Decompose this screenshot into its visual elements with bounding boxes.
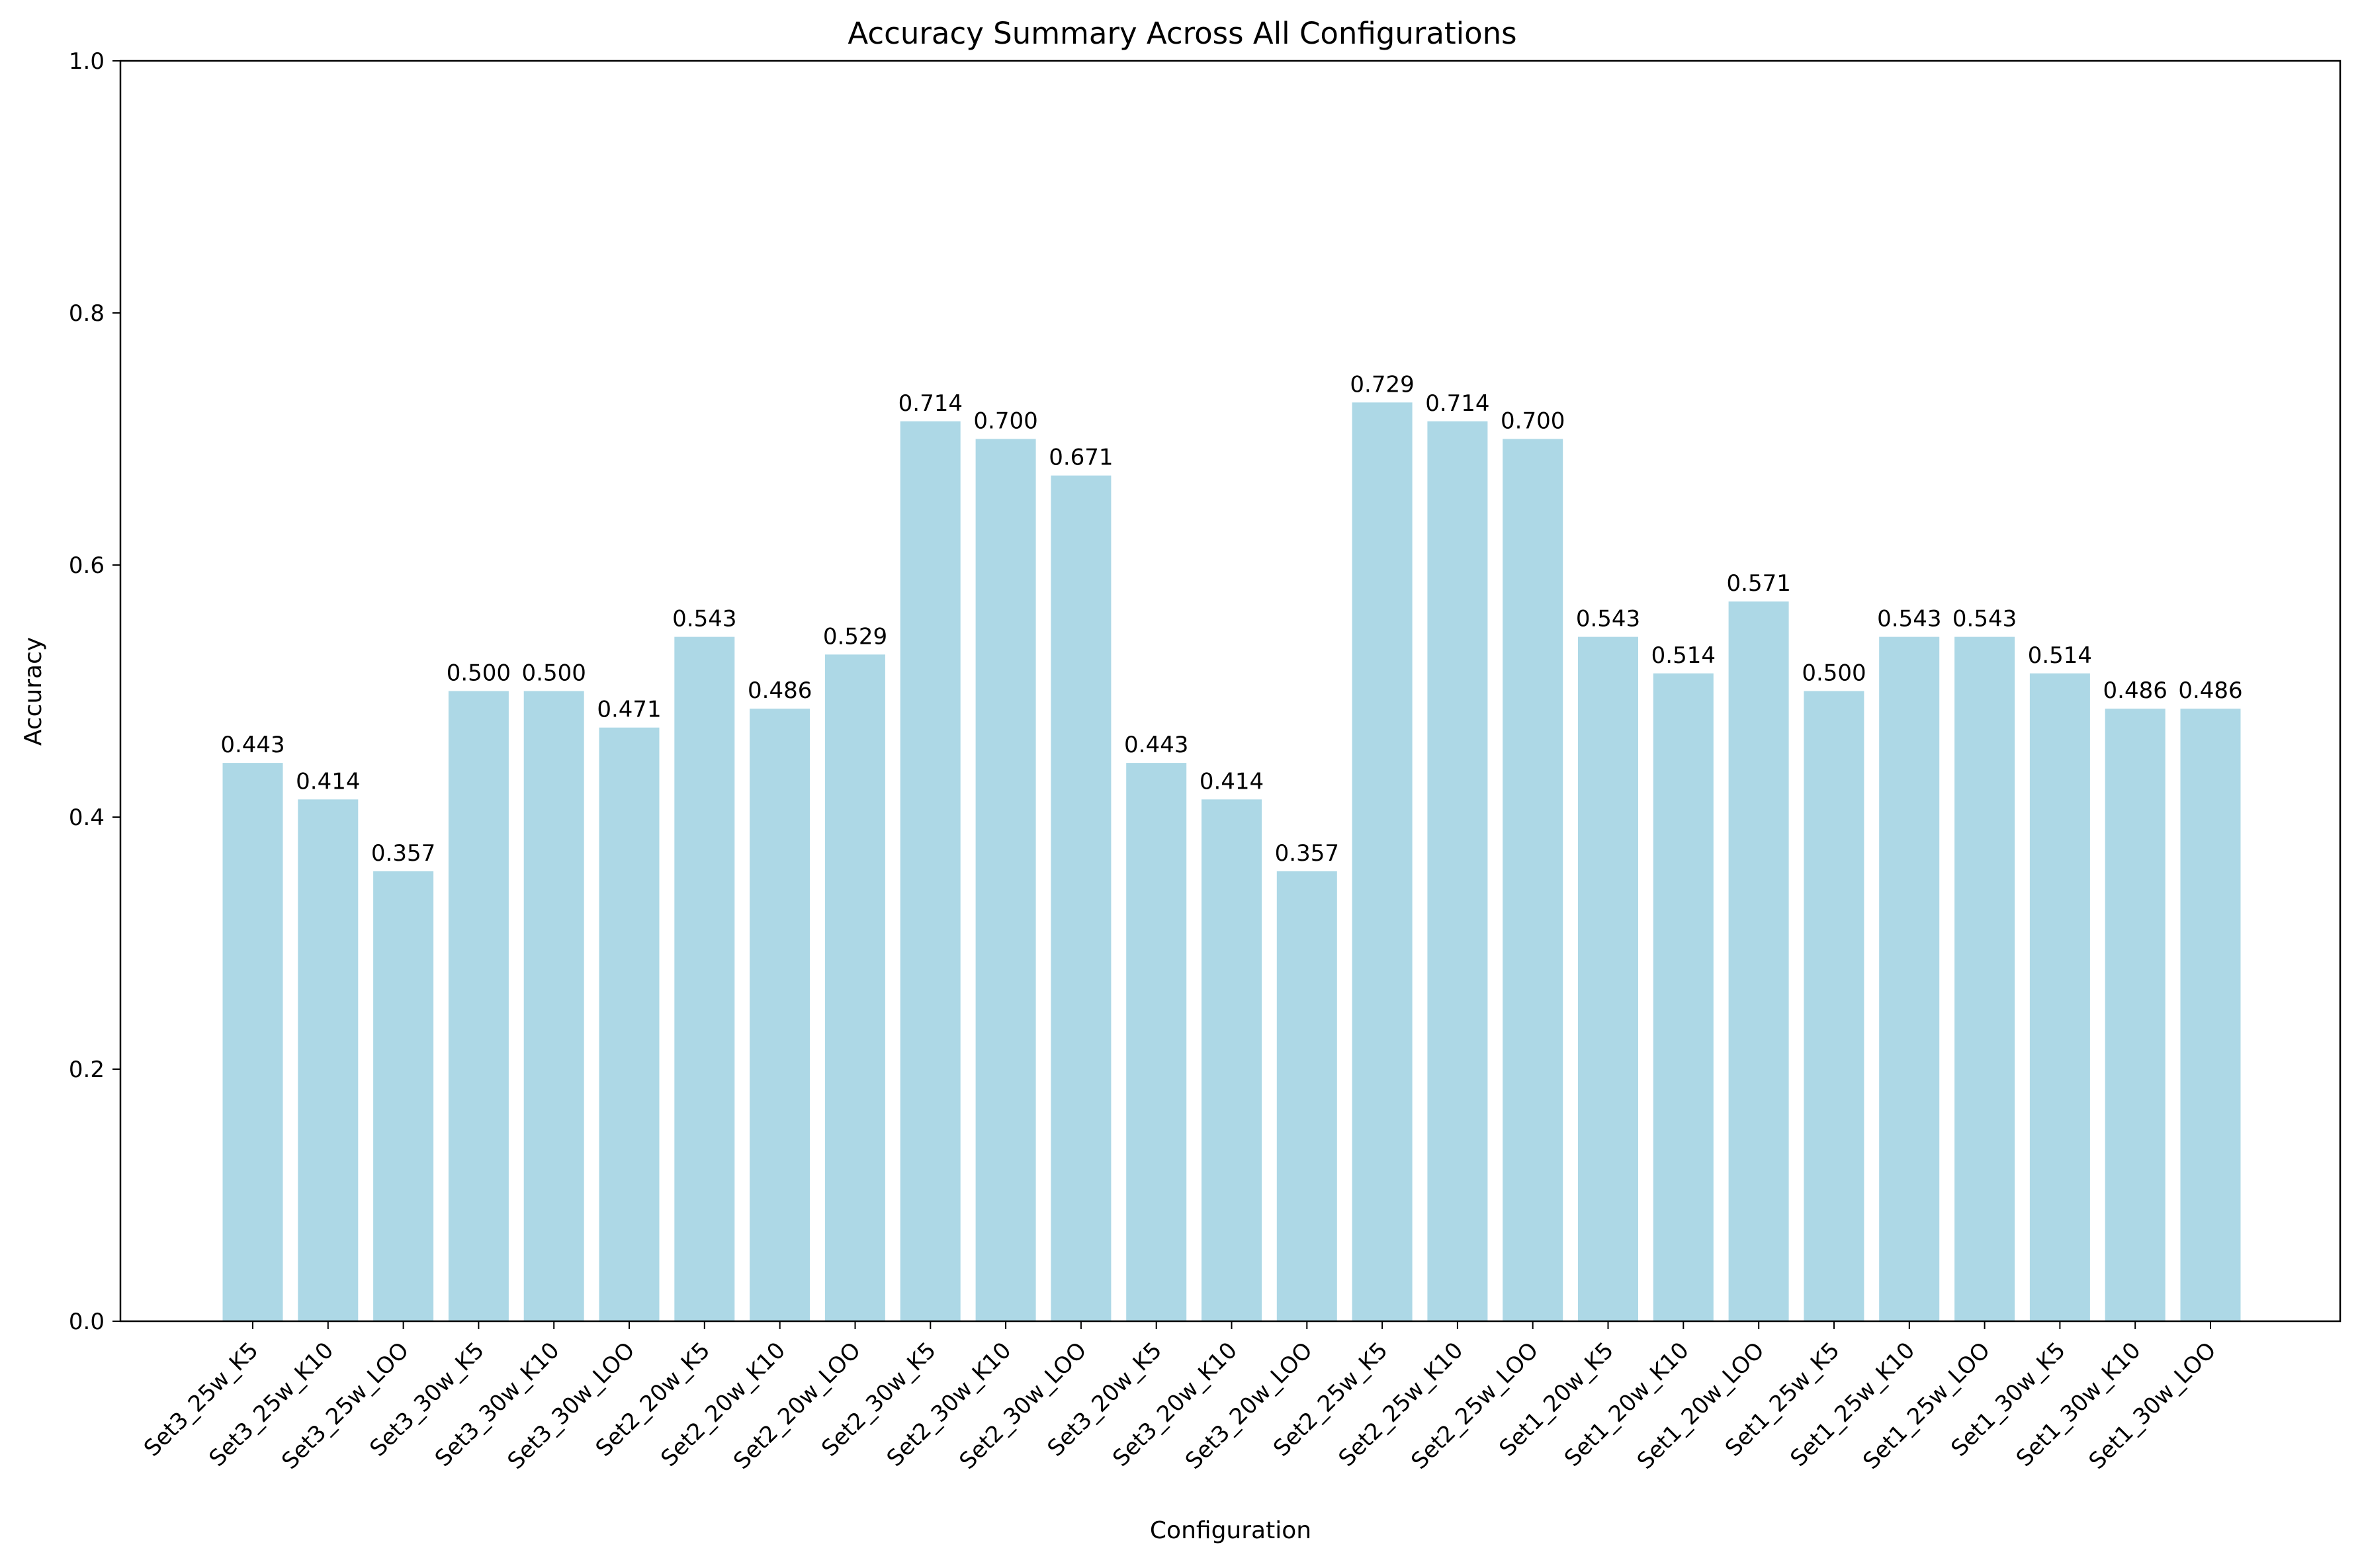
chart-title: Accuracy Summary Across All Configuratio… [848, 16, 1516, 51]
bar-value-label: 0.729 [1350, 371, 1414, 398]
bar-value-label: 0.357 [371, 840, 435, 867]
y-tick-label: 0.6 [69, 552, 105, 579]
y-tick-label: 0.0 [69, 1309, 105, 1335]
bar [1578, 636, 1638, 1321]
bar [1427, 421, 1488, 1321]
bar-value-label: 0.543 [1576, 606, 1640, 632]
bar [1954, 636, 2015, 1321]
bar [1653, 673, 1714, 1321]
bar [298, 799, 359, 1321]
bar-value-label: 0.543 [672, 606, 736, 632]
bar-value-label: 0.700 [1501, 408, 1565, 435]
bar-value-label: 0.486 [748, 677, 812, 704]
y-tick-label: 0.8 [69, 300, 105, 327]
bar [750, 709, 810, 1321]
bar [2029, 673, 2090, 1321]
bar-value-label: 0.357 [1275, 840, 1339, 867]
y-tick-label: 1.0 [69, 48, 105, 75]
bar [448, 691, 509, 1321]
bar [1503, 439, 1563, 1321]
bar [373, 871, 434, 1321]
bar [824, 654, 885, 1321]
bar [1126, 763, 1187, 1321]
bar-value-label: 0.471 [597, 697, 661, 723]
bar [1051, 475, 1112, 1322]
bar [975, 439, 1036, 1321]
bar-value-label: 0.671 [1049, 445, 1113, 471]
bar-value-label: 0.500 [1802, 660, 1866, 687]
bar [2105, 709, 2165, 1321]
bar [674, 636, 735, 1321]
bar [1804, 691, 1864, 1321]
bar [523, 691, 584, 1321]
bar [900, 421, 961, 1321]
plot-frame [119, 60, 2341, 1323]
bar-value-label: 0.700 [973, 408, 1037, 435]
bar-value-label: 0.486 [2103, 677, 2167, 704]
bar [599, 727, 660, 1321]
bar-value-label: 0.714 [1425, 390, 1489, 417]
bar-value-label: 0.414 [296, 768, 360, 795]
bar-value-label: 0.500 [447, 660, 511, 687]
bar [2180, 709, 2241, 1321]
bar-value-label: 0.571 [1727, 570, 1791, 597]
bar-value-label: 0.543 [1877, 606, 1941, 632]
bars-group [222, 402, 2241, 1322]
y-axis-title: Accuracy [20, 637, 47, 746]
data-labels-group: 0.443 0.414 0.357 0.500 0.500 0.471 0.543 0.486… [220, 371, 2242, 867]
bar-value-label: 0.514 [2028, 642, 2092, 669]
bar [1879, 636, 1940, 1321]
bar-value-label: 0.414 [1200, 768, 1264, 795]
bar-value-label: 0.543 [1952, 606, 2017, 632]
bar-value-label: 0.443 [1124, 732, 1188, 758]
bar [1276, 871, 1337, 1321]
y-tick-label: 0.2 [69, 1057, 105, 1083]
bar-value-label: 0.443 [220, 732, 284, 758]
bar [1352, 402, 1413, 1321]
bar-value-label: 0.486 [2178, 677, 2242, 704]
bar-value-label: 0.500 [522, 660, 586, 687]
bar [1728, 601, 1789, 1322]
bar-value-label: 0.529 [823, 623, 887, 650]
bar [222, 763, 283, 1321]
bar-value-label: 0.714 [898, 390, 963, 417]
bar [1202, 799, 1262, 1321]
y-tick-label: 0.4 [69, 805, 105, 831]
bar-value-label: 0.514 [1651, 642, 1716, 669]
x-axis-title: Configuration [1150, 1517, 1311, 1544]
